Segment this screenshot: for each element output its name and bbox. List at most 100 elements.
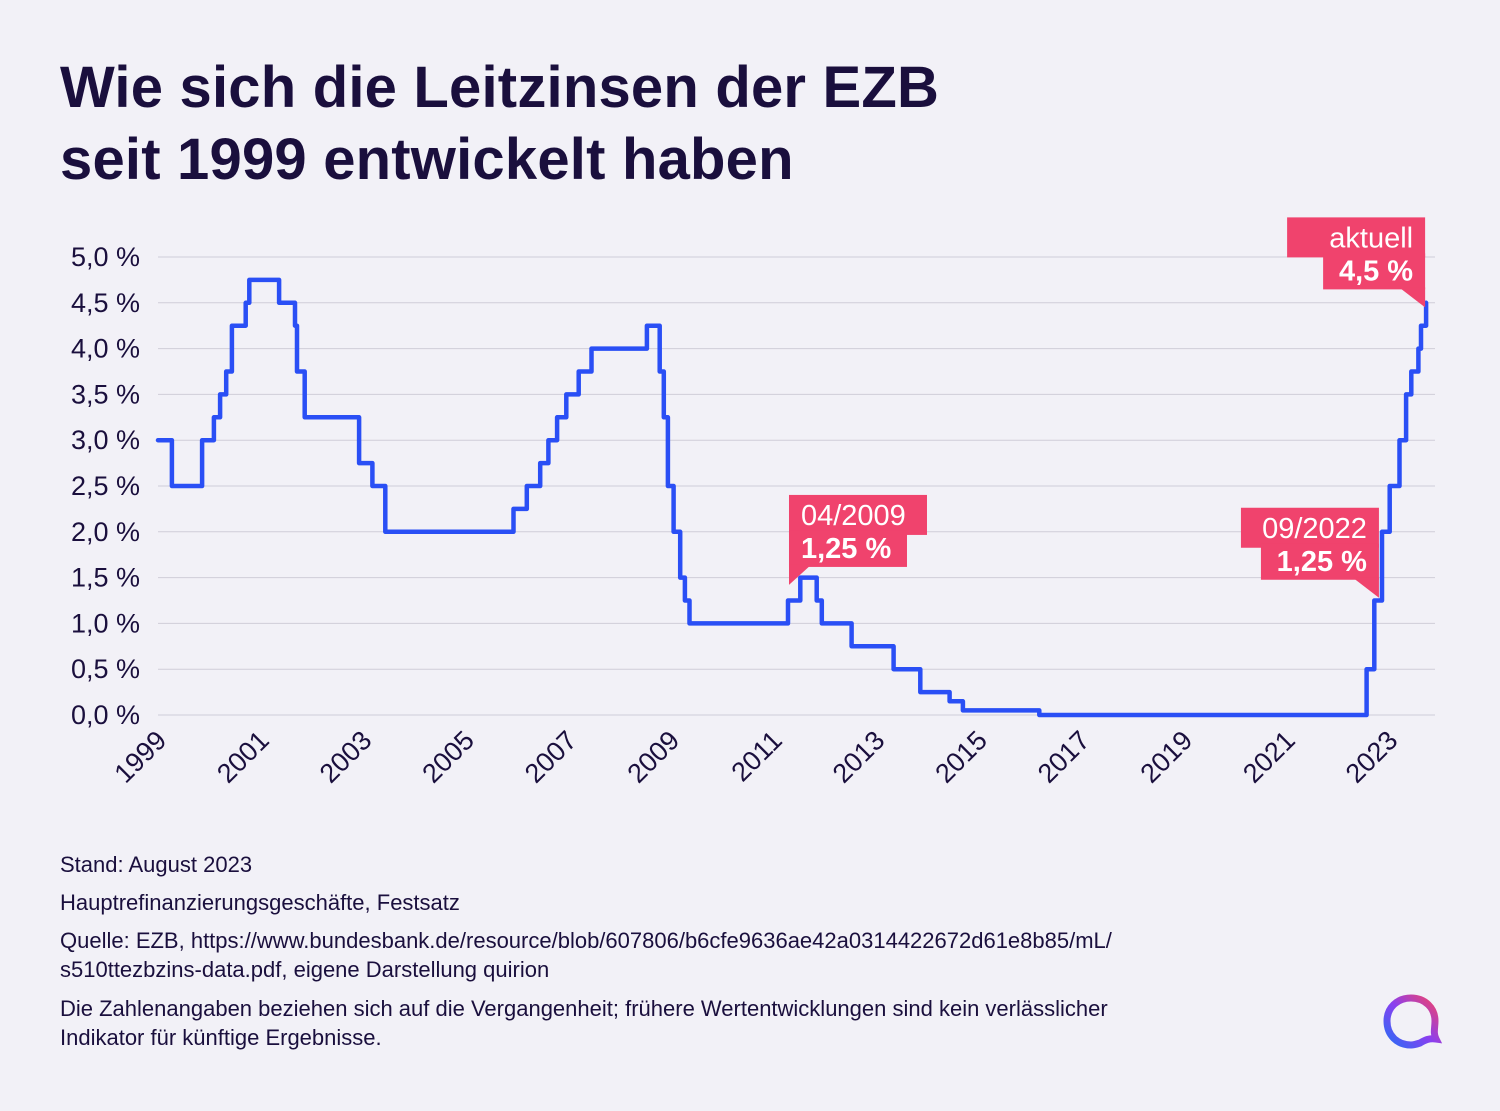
data-point [683,599,687,603]
y-tick-label: 0,0 % [71,700,140,730]
data-point [224,370,228,374]
y-tick-label: 1,5 % [71,563,140,593]
x-tick-label: 2009 [622,725,686,789]
y-tick-label: 3,5 % [71,379,140,409]
data-point [1397,438,1401,442]
data-point [892,667,896,671]
y-tick-label: 0,5 % [71,654,140,684]
data-point [156,438,160,442]
annotation-value-box [788,530,907,567]
y-tick-label: 4,5 % [71,288,140,318]
x-axis-tick-labels: 1999 2001 2003 2005 2007 2009 2011 2013 2015 2017… [109,725,1404,789]
x-tick-label: 2001 [211,725,275,789]
annotation-value-box [1260,543,1379,580]
data-point [1365,667,1369,671]
x-tick-label: 2005 [416,725,480,789]
data-point [1404,392,1408,396]
data-point [230,324,234,328]
x-tick-label: 2021 [1237,725,1301,789]
annotation-date-box [1240,507,1379,548]
interest-rate-line-chart: 0,0 % 0,5 % 1,0 % 1,5 % 2,0 % 2,5 % 3,0 % 3,5 %… [71,217,1435,789]
data-point [948,699,952,703]
grid-lines [158,256,1435,716]
data-point [303,415,307,419]
data-point [1409,370,1413,374]
data-point [564,392,568,396]
chart-notes: Stand: August 2023 Hauptrefinanzierungsg… [60,850,1320,1062]
annotation-value: 1,25 % [801,533,891,565]
chart-title-line-1: Wie sich die Leitzinsen der EZB [60,55,940,120]
x-tick-label: 2007 [519,725,583,789]
x-tick-label: 2023 [1340,725,1404,789]
annotation-date: aktuell [1329,222,1413,254]
quirion-logo-icon [1383,994,1442,1049]
data-point [678,576,682,580]
data-point [170,484,174,488]
data-point [577,370,581,374]
annotation-value: 4,5 % [1339,255,1413,287]
data-point [200,438,204,442]
data-point [370,484,374,488]
note-disclaimer-line-2: Indikator für künftige Ergebnisse. [60,1025,382,1050]
annotation-value-box [1323,253,1426,290]
data-point [383,530,387,534]
y-tick-label: 2,0 % [71,517,140,547]
data-point [1416,347,1420,351]
data-point [212,415,216,419]
series-line-leitzins [155,277,1429,718]
data-point [658,370,662,374]
data-point [961,708,965,712]
y-tick-label: 3,0 % [71,425,140,455]
data-point [589,347,593,351]
data-point [244,301,248,305]
data-point [1380,530,1384,534]
data-point [277,301,281,305]
annotation-date-box [1287,217,1426,258]
note-source-line-1: Quelle: EZB, https://www.bundesbank.de/r… [60,928,1112,953]
annotation-date: 04/2009 [801,500,906,532]
y-tick-label: 1,0 % [71,608,140,638]
data-point [672,530,676,534]
annotation-pointer [788,564,811,585]
annotation-pointer [1352,577,1379,598]
data-point [525,484,529,488]
y-tick-label: 4,0 % [71,334,140,364]
data-point [645,324,649,328]
data-point [295,370,299,374]
x-tick-label: 2017 [1032,725,1096,789]
chart-title: Wie sich die Leitzinsen der EZB seit 199… [60,52,1260,196]
data-point [1037,713,1041,717]
x-tick-label: 2015 [929,725,993,789]
data-point [1388,484,1392,488]
data-point [850,644,854,648]
note-disclaimer: Die Zahlenangaben beziehen sich auf die … [60,994,1320,1052]
note-disclaimer-line-1: Die Zahlenangaben beziehen sich auf die … [60,996,1108,1021]
note-stand: Stand: August 2023 [60,852,253,877]
data-point [687,621,691,625]
data-point [247,278,251,282]
data-point [538,461,542,465]
y-tick-label: 5,0 % [71,242,140,272]
x-tick-label: 2013 [827,725,891,789]
data-point [357,461,361,465]
data-point [293,324,297,328]
annotation-pointer [1399,287,1426,308]
data-point [820,621,824,625]
annotation-value: 1,25 % [1277,546,1367,578]
x-tick-label: 2019 [1135,725,1199,789]
data-point [1372,599,1376,603]
data-point [546,438,550,442]
y-tick-label: 2,5 % [71,471,140,501]
note-series: Hauptrefinanzierungsgeschäfte, Festsatz [60,890,460,915]
data-point [815,599,819,603]
x-tick-label: 2011 [726,725,788,787]
annotation-date: 09/2022 [1262,513,1367,545]
data-point [218,392,222,396]
x-tick-label: 2003 [314,725,378,789]
data-point [555,415,559,419]
x-tick-label: 1999 [109,725,173,789]
data-point [798,576,802,580]
